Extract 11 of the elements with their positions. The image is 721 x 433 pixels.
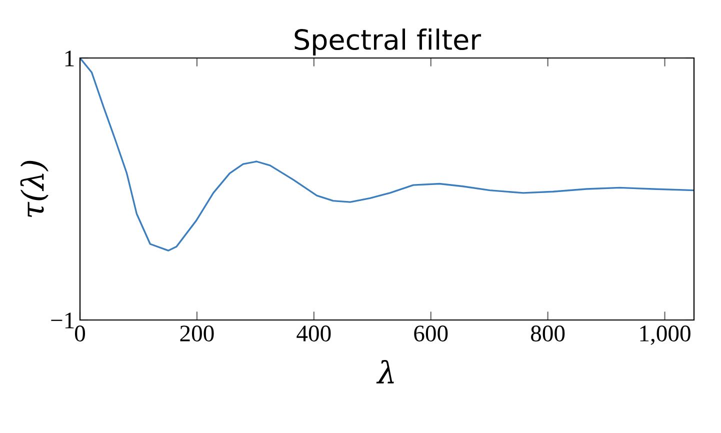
- y-axis-title: τ(λ): [20, 160, 48, 218]
- chart-title: Spectral filter: [294, 28, 482, 56]
- y-tick-label: −1: [51, 312, 74, 328]
- x-axis-title: λ: [376, 360, 394, 384]
- x-tick-label: 1,000: [640, 326, 690, 345]
- x-tick-label: 400: [296, 326, 331, 342]
- x-tick-label: 200: [180, 326, 214, 342]
- y-tick-label: 1: [65, 50, 74, 66]
- x-tick-label: 600: [414, 326, 448, 342]
- x-tick-label: 800: [531, 326, 565, 342]
- x-tick-label: 0: [74, 326, 86, 342]
